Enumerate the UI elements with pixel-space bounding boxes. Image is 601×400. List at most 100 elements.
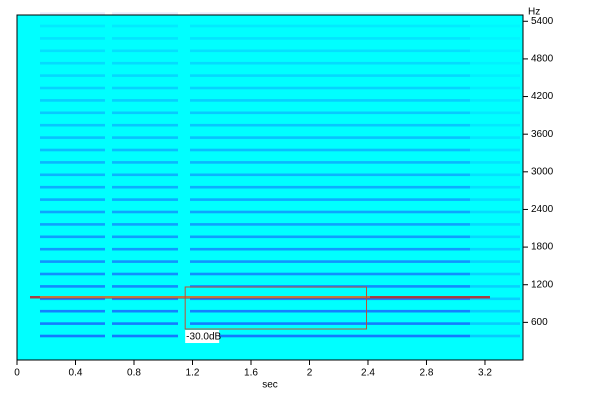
spectrogram-band: [470, 210, 520, 214]
spectrogram-band: [190, 198, 470, 201]
spectrogram-band: [40, 297, 105, 301]
spectrogram-band: [112, 235, 178, 239]
spectrogram-band: [112, 148, 178, 152]
spectrogram-band: [40, 272, 105, 276]
spectrogram-band: [112, 74, 178, 77]
spectrogram-band: [470, 86, 520, 90]
spectrogram-band: [190, 185, 470, 189]
spectrogram-band: [190, 173, 470, 177]
spectrogram-band: [470, 198, 520, 201]
spectrogram-band: [40, 99, 105, 102]
y-tick-label: 1200: [531, 279, 554, 290]
y-tick-label: 2400: [531, 204, 554, 215]
spectrogram-band: [112, 161, 178, 164]
spectrogram-band: [40, 185, 105, 189]
plot-frame: [16, 14, 524, 361]
spectrogram-band: [40, 334, 105, 338]
spectrogram-band: [40, 198, 105, 201]
spectrogram-band: [190, 49, 470, 53]
selection-label: -30.0dB: [186, 332, 221, 343]
spectrogram-band: [470, 12, 520, 15]
spectrogram-band: [190, 223, 470, 226]
y-tick-label: 3000: [531, 166, 554, 177]
x-tick-label: 0.4: [69, 368, 83, 379]
spectrogram-band: [470, 99, 520, 102]
spectrogram-band: [40, 37, 105, 40]
spectrogram-band: [190, 37, 470, 40]
spectrogram-band: [112, 309, 178, 313]
spectrogram-band: [40, 123, 105, 127]
spectrogram-band: [470, 148, 520, 152]
spectrogram-band: [470, 123, 520, 127]
spectrogram-band: [470, 37, 520, 40]
spectrogram-band: [190, 99, 470, 102]
spectrogram-band: [190, 260, 470, 263]
spectrogram-band: [112, 334, 178, 338]
y-tick-label: 3600: [531, 129, 554, 140]
spectrogram-band: [190, 123, 470, 127]
y-tick-label: 600: [531, 317, 548, 328]
spectrogram-band: [112, 297, 178, 301]
spectrogram-band: [190, 12, 470, 15]
spectrogram-band: [40, 74, 105, 77]
spectrogram-band: [112, 123, 178, 127]
spectrogram-band: [40, 12, 105, 15]
spectrogram-band: [40, 210, 105, 214]
spectrogram-band: [40, 136, 105, 139]
spectrogram-band: [112, 61, 178, 65]
spectrogram-band: [190, 322, 470, 325]
spectrogram-band: [470, 223, 520, 226]
spectrogram-band: [40, 161, 105, 164]
spectrogram-band: [112, 198, 178, 201]
spectrogram-band: [190, 161, 470, 164]
spectrogram-band: [470, 111, 520, 115]
spectrogram-band: [112, 86, 178, 90]
spectrogram-band: [40, 309, 105, 313]
spectrogram-band: [112, 12, 178, 15]
spectrogram-band: [40, 296, 370, 298]
spectrogram-band: [470, 161, 520, 164]
x-tick-label: 1.2: [186, 368, 200, 379]
spectrogram-band: [112, 49, 178, 53]
spectrogram-band: [112, 260, 178, 263]
spectrogram-band: [40, 86, 105, 90]
x-tick-label: 0.8: [127, 368, 141, 379]
spectrogram-band: [112, 185, 178, 189]
spectrogram-band: [470, 235, 520, 239]
spectrogram-band: [470, 173, 520, 177]
spectrogram-band: [112, 285, 178, 288]
spectrogram-band: [112, 136, 178, 139]
selection-label-bg: [185, 330, 220, 344]
spectrogram-band: [40, 235, 105, 239]
spectrogram-band: [470, 247, 520, 251]
spectrogram-band: [40, 61, 105, 65]
spectrogram-band: [112, 247, 178, 251]
spectrogram-band: [190, 61, 470, 65]
spectrogram-band: [112, 99, 178, 102]
spectrogram-band: [470, 309, 520, 313]
spectrogram-band: [112, 272, 178, 276]
spectrogram-band: [112, 111, 178, 115]
spectrogram-band: [190, 210, 470, 214]
x-axis-label: sec: [262, 380, 278, 391]
spectrogram-band: [470, 24, 520, 28]
spectrogram-band: [470, 322, 520, 325]
spectrogram-band: [470, 285, 520, 288]
spectrogram-band: [40, 260, 105, 263]
y-tick-label: 4200: [531, 91, 554, 102]
x-tick-label: 2: [307, 368, 313, 379]
spectrogram-band: [40, 111, 105, 115]
spectrogram-band: [40, 173, 105, 177]
spectrogram-band: [190, 148, 470, 152]
x-tick-label: 0: [14, 368, 20, 379]
x-tick-label: 3.2: [478, 368, 492, 379]
spectrogram-band: [470, 260, 520, 263]
spectrogram-band: [112, 223, 178, 226]
spectrogram-band: [470, 272, 520, 276]
spectrogram-band: [40, 148, 105, 152]
y-tick-label: 4800: [531, 54, 554, 65]
spectrogram-band: [470, 334, 520, 338]
spectrogram-band: [112, 210, 178, 214]
spectrogram-band: [40, 49, 105, 53]
